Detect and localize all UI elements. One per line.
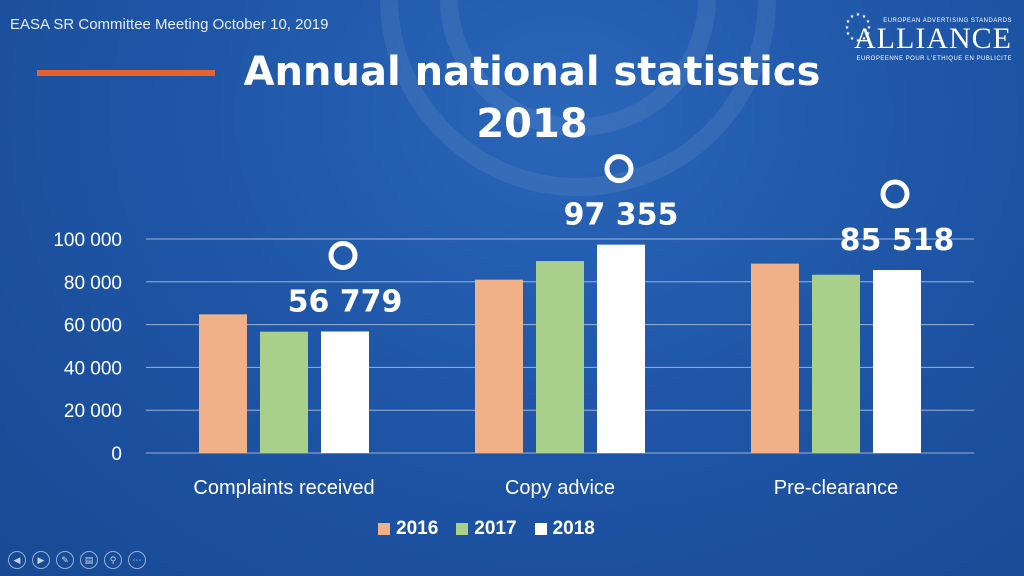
x-tick-label-2: Pre-clearance: [774, 477, 899, 499]
bar-1-2018: [597, 244, 645, 453]
more-options-button[interactable]: ⋯: [128, 551, 146, 569]
y-tick-label-0: 0: [111, 444, 122, 465]
annotation-circle-0: [328, 240, 358, 270]
data-label-0: 56 779: [288, 284, 403, 319]
bar-1-2016: [475, 279, 523, 453]
logo-bottom-text: EUROPEENNE POUR L'ETHIQUE EN PUBLICITE: [856, 56, 1012, 62]
legend-item-2018: 2018: [534, 518, 595, 540]
svg-text:★: ★: [856, 38, 861, 44]
svg-text:★: ★: [845, 25, 850, 31]
data-label-1: 97 355: [564, 198, 679, 233]
bar-2-2018: [873, 269, 921, 453]
see-all-slides-button[interactable]: ▤: [80, 551, 98, 569]
title-line-2: 2018: [476, 101, 588, 147]
accent-line: [37, 70, 215, 76]
pen-tool-button[interactable]: ✎: [56, 551, 74, 569]
eu-stars-icon: ★ ★★ ★★★ ★★★ ★★★: [845, 12, 872, 44]
legend-label-2016: 2016: [396, 518, 439, 539]
bar-0-2016: [199, 314, 247, 453]
svg-text:★: ★: [846, 19, 851, 25]
legend-item-2016: 2016: [378, 518, 438, 540]
svg-text:★: ★: [846, 31, 851, 37]
x-tick-label-1: Copy advice: [505, 477, 615, 499]
slide-nav-toolbar: ◀ ▶ ✎ ▤ ⚲ ⋯: [8, 551, 146, 569]
logo: ★ ★ ★ ★ ★ ★ ★ ★ ★ ★ ★ ★ EUROPEAN ADVERTISING STA…: [840, 10, 1012, 66]
prev-slide-button[interactable]: ◀: [8, 551, 26, 569]
annotation-circle-2: [880, 179, 910, 209]
y-tick-label-4: 80 000: [64, 273, 122, 294]
svg-text:★: ★: [866, 31, 871, 37]
page-title: Annual national statistics 2018: [212, 46, 852, 150]
y-tick-label-1: 20 000: [64, 401, 122, 422]
bar-2-2017: [812, 274, 860, 453]
svg-text:★: ★: [867, 25, 872, 31]
annotation-circle-1: [604, 154, 634, 184]
x-tick-label-0: Complaints received: [193, 477, 374, 499]
bar-0-2017: [260, 331, 308, 453]
zoom-button[interactable]: ⚲: [104, 551, 122, 569]
legend-swatch-2017: [456, 523, 469, 535]
bar-2-2016: [751, 263, 799, 453]
svg-text:★: ★: [850, 14, 855, 20]
legend-swatch-2016: [378, 523, 390, 535]
logo-word: ALLIANCE: [854, 22, 1012, 55]
legend-item-2017: 2017: [456, 518, 517, 540]
chart-legend: 2016 2017 2018: [378, 516, 595, 542]
header-text: EASA SR Committee Meeting October 10, 20…: [10, 16, 329, 33]
data-label-2: 85 518: [840, 223, 955, 258]
legend-swatch-2018: [534, 523, 547, 535]
bar-1-2017: [536, 261, 584, 453]
next-slide-button[interactable]: ▶: [32, 551, 50, 569]
svg-text:★: ★: [862, 14, 867, 20]
svg-text:★: ★: [856, 12, 861, 18]
legend-label-2017: 2017: [474, 518, 517, 539]
svg-text:★: ★: [866, 19, 871, 25]
bar-0-2018: [321, 331, 369, 453]
svg-text:★: ★: [850, 36, 855, 42]
y-tick-label-5: 100 000: [53, 230, 122, 251]
title-line-1: Annual national statistics: [243, 49, 821, 95]
y-tick-label-3: 60 000: [64, 316, 122, 337]
logo-top-text: EUROPEAN ADVERTISING STANDARDS: [883, 18, 1012, 24]
legend-label-2018: 2018: [552, 518, 595, 539]
y-tick-label-2: 40 000: [64, 358, 122, 379]
svg-text:★: ★: [862, 36, 867, 42]
